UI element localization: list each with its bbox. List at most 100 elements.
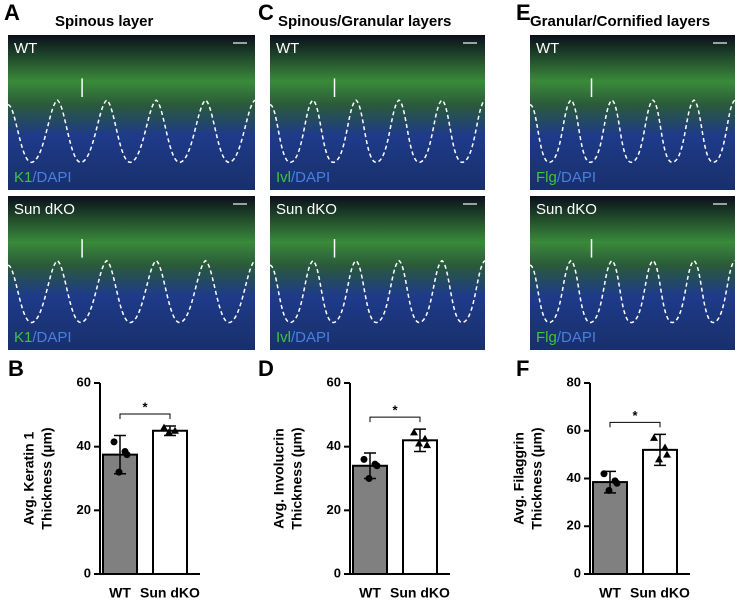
data-point — [410, 428, 418, 436]
error-bar — [604, 470, 616, 494]
y-tick-label: 0 — [574, 565, 581, 580]
stain: Ivl — [276, 169, 291, 186]
y-tick-label: 40 — [327, 438, 341, 453]
data-point — [171, 426, 179, 434]
counterstain: /DAPI — [557, 169, 596, 186]
data-point — [423, 441, 431, 449]
bar — [592, 481, 628, 575]
data-point — [421, 434, 429, 442]
y-axis-label: Avg. Involucrin — [271, 428, 287, 529]
y-axis-label: Thickness (µm) — [529, 427, 545, 529]
bar — [402, 439, 438, 575]
data-point — [165, 428, 173, 436]
bar — [642, 448, 678, 576]
stain-label: Flg/DAPI — [536, 329, 596, 346]
bar — [352, 464, 388, 575]
dermal-boundary — [529, 99, 736, 163]
stain-label: Flg/DAPI — [536, 169, 596, 186]
x-tick-label: Sun dKO — [390, 585, 450, 601]
data-point — [110, 438, 118, 446]
data-point — [650, 433, 658, 441]
stain-label: K1/DAPI — [14, 169, 72, 186]
data-point — [663, 450, 671, 458]
dermal-boundary — [269, 259, 486, 324]
genotype-label: WT — [14, 40, 37, 57]
data-point — [115, 468, 123, 476]
micrograph — [270, 196, 485, 350]
panel-letter: A — [4, 0, 20, 25]
significance-bracket — [609, 421, 661, 428]
data-point — [613, 479, 621, 487]
panel-letter: E — [516, 0, 531, 25]
data-point — [655, 455, 663, 463]
panel-title: Granular/Cornified layers — [530, 13, 710, 30]
y-tick-label: 40 — [567, 470, 581, 485]
counterstain: /DAPI — [557, 329, 596, 346]
significance-bracket — [369, 416, 421, 423]
significance-label: * — [392, 403, 398, 418]
panel-letter: C — [258, 0, 274, 25]
y-axis-label: Avg. Keratin 1 — [21, 431, 37, 525]
y-tick-label: 60 — [77, 374, 91, 389]
stain: Ivl — [276, 329, 291, 346]
y-tick-label: 0 — [84, 565, 91, 580]
x-tick-label: Sun dKO — [140, 585, 200, 601]
y-tick-label: 0 — [334, 565, 341, 580]
y-tick-label: 40 — [77, 438, 91, 453]
y-axis-label: Thickness (µm) — [39, 427, 55, 529]
significance-label: * — [632, 408, 638, 423]
genotype-label: Sun dKO — [276, 201, 337, 218]
y-axis-label: Avg. Filaggrin — [511, 432, 527, 525]
stain: Flg — [536, 169, 557, 186]
counterstain: /DAPI — [291, 329, 330, 346]
data-point — [661, 443, 669, 451]
stain-label: K1/DAPI — [14, 329, 72, 346]
micrograph — [270, 35, 485, 190]
panel-letter: D — [258, 356, 274, 381]
x-tick-label: WT — [599, 585, 621, 601]
error-bar — [414, 428, 426, 453]
stain: K1 — [14, 169, 32, 186]
genotype-label: WT — [536, 40, 559, 57]
micrograph — [530, 35, 735, 190]
y-axis-label: Thickness (µm) — [289, 427, 305, 529]
y-tick-label: 60 — [567, 422, 581, 437]
y-tick-label: 20 — [567, 518, 581, 533]
dermal-boundary — [269, 99, 486, 163]
counterstain: /DAPI — [291, 169, 330, 186]
genotype-label: WT — [276, 40, 299, 57]
stain: Flg — [536, 329, 557, 346]
micrograph — [530, 196, 735, 350]
panel-letter: B — [8, 356, 24, 381]
dermal-boundary — [7, 99, 256, 163]
genotype-label: Sun dKO — [536, 201, 597, 218]
significance-bracket — [119, 413, 171, 419]
data-point — [160, 423, 168, 431]
bar — [152, 429, 188, 575]
data-point — [373, 462, 381, 470]
panel-title: Spinous/Granular layers — [278, 13, 451, 30]
error-bar — [654, 433, 666, 467]
dermal-boundary — [7, 259, 256, 324]
y-tick-label: 20 — [327, 502, 341, 517]
x-tick-label: WT — [109, 585, 131, 601]
data-point — [360, 455, 368, 463]
x-tick-label: WT — [359, 585, 381, 601]
y-tick-label: 20 — [77, 502, 91, 517]
stain: K1 — [14, 329, 32, 346]
dermal-boundary — [529, 259, 736, 324]
x-tick-label: Sun dKO — [630, 585, 690, 601]
genotype-label: Sun dKO — [14, 201, 75, 218]
error-bar — [114, 434, 126, 475]
stain-label: Ivl/DAPI — [276, 329, 330, 346]
error-bar — [364, 452, 376, 480]
error-bar — [164, 425, 176, 437]
micrograph — [8, 196, 255, 350]
data-point — [123, 451, 131, 459]
panel-letter: F — [516, 356, 529, 381]
y-tick-label: 80 — [567, 374, 581, 389]
micrograph — [8, 35, 255, 190]
significance-label: * — [142, 399, 148, 414]
counterstain: /DAPI — [32, 169, 71, 186]
y-tick-label: 60 — [327, 374, 341, 389]
